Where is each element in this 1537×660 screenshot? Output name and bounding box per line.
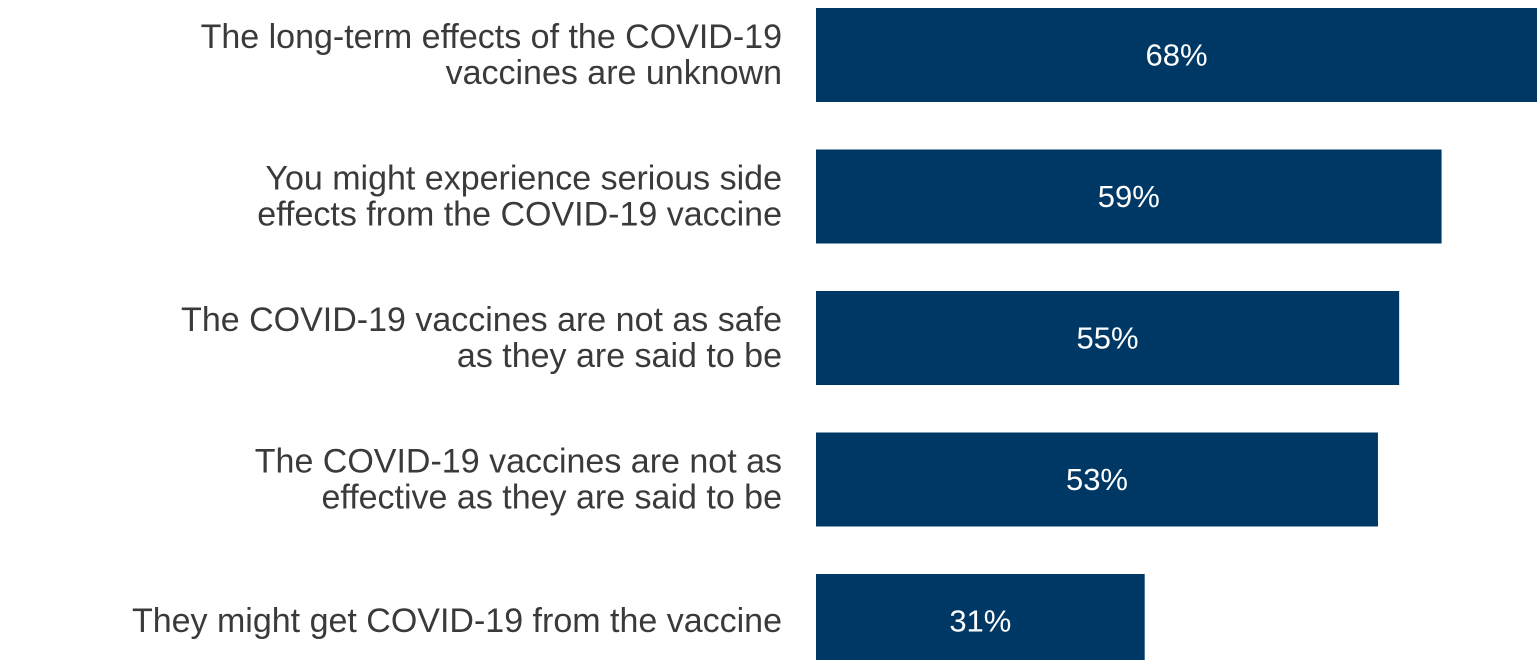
category-label-4-line-1: The COVID-19 vaccines are not as	[255, 443, 782, 481]
bar-1	[816, 8, 1537, 102]
category-label-1-line-2: vaccines are unknown	[446, 54, 782, 92]
category-label-2-line-1: You might experience serious side	[265, 160, 782, 198]
category-label-4-line-2: effective as they are said to be	[321, 479, 782, 517]
value-label-3: 55%	[1077, 321, 1139, 356]
category-label-5-line-1: They might get COVID-19 from the vaccine	[132, 602, 782, 640]
value-label-1: 68%	[1145, 38, 1207, 73]
category-label-1-line-1: The long-term effects of the COVID-19	[201, 18, 782, 56]
category-label-3-line-1: The COVID-19 vaccines are not as safe	[181, 301, 782, 339]
bar-4	[816, 432, 1378, 527]
value-label-4: 53%	[1066, 462, 1128, 497]
bar-5	[816, 574, 1145, 660]
bar-2	[816, 149, 1442, 244]
value-label-5: 31%	[949, 604, 1011, 639]
category-label-2-line-2: effects from the COVID-19 vaccine	[257, 196, 782, 234]
category-label-3-line-2: as they are said to be	[457, 337, 782, 375]
bar-3	[816, 291, 1400, 385]
value-label-2: 59%	[1098, 179, 1160, 214]
